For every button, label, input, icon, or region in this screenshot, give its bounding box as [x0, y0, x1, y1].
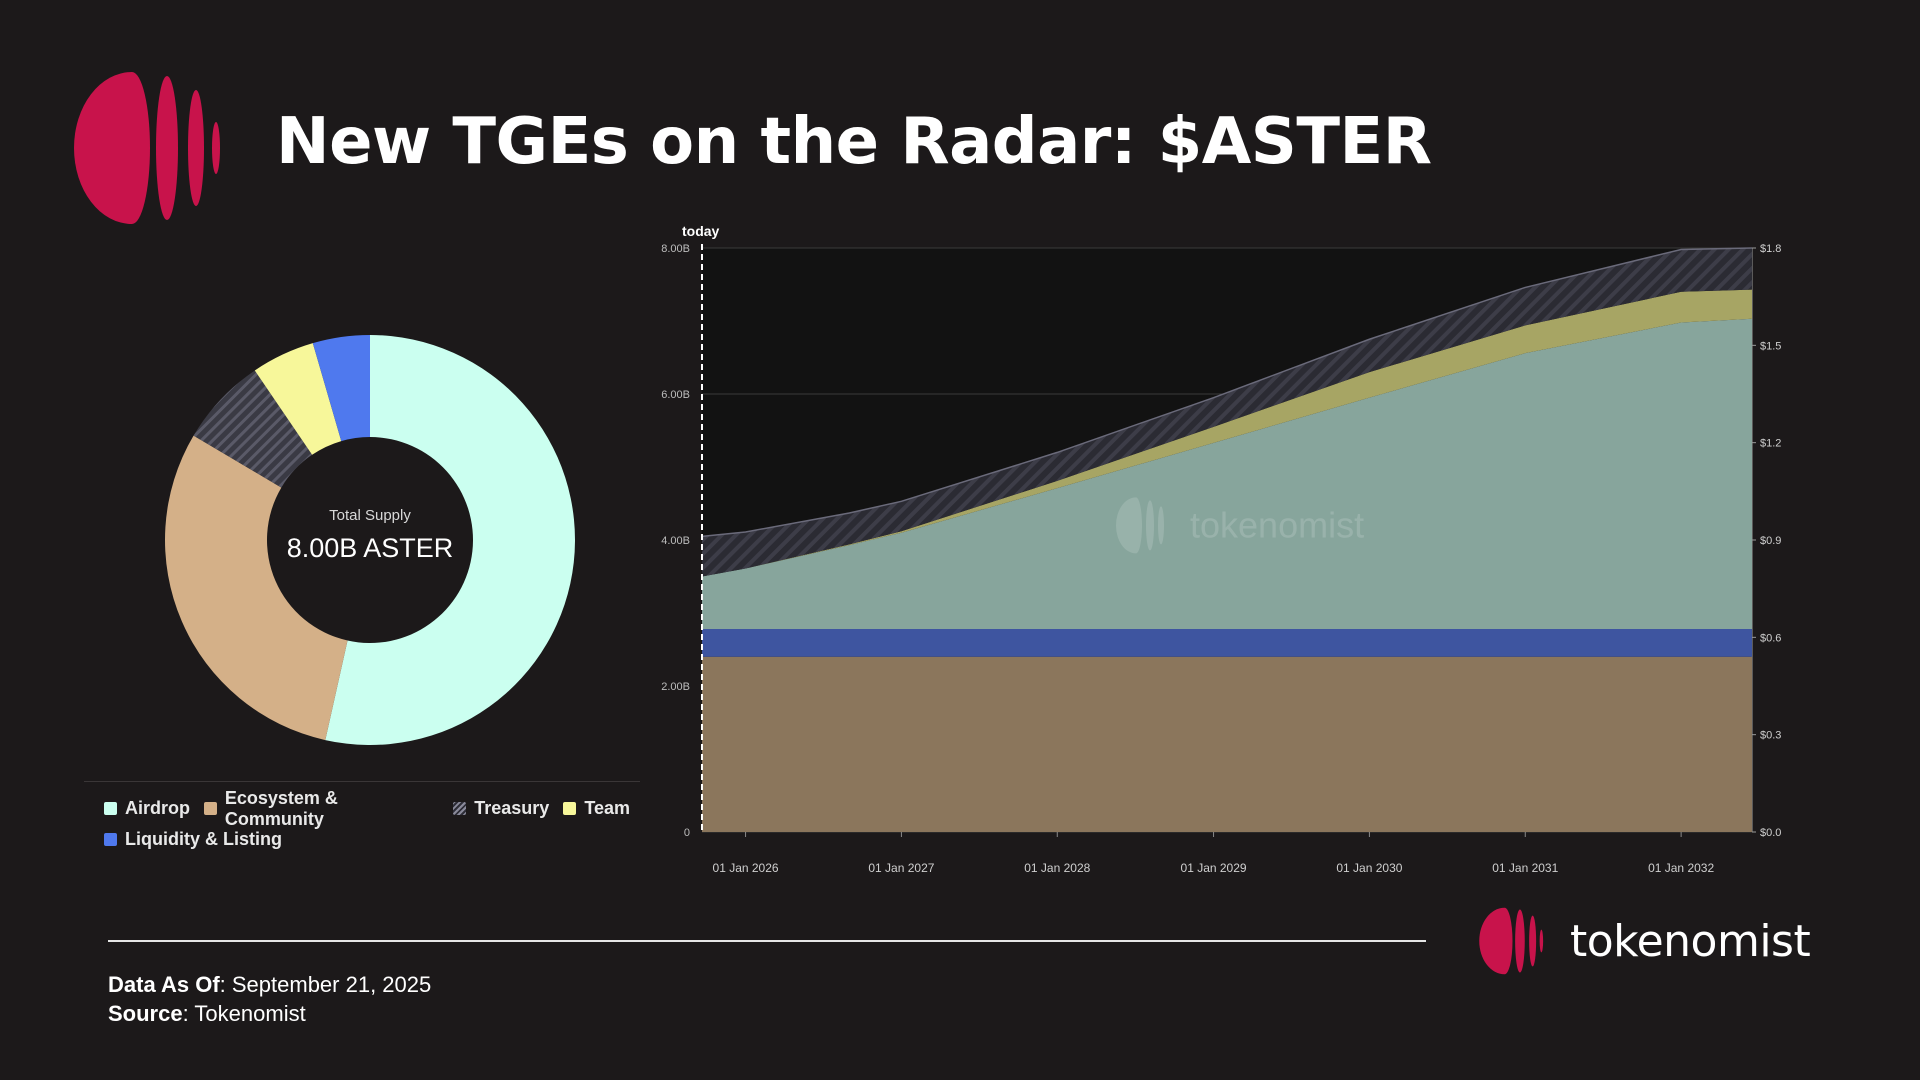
donut-center-value: 8.00B ASTER	[287, 533, 454, 563]
page-title: New TGEs on the Radar: $ASTER	[276, 105, 1432, 179]
area-series-liquidity[interactable]	[702, 629, 1752, 657]
chart-watermark: tokenomist	[1116, 497, 1364, 554]
watermark-text: tokenomist	[1190, 504, 1364, 545]
legend-label: Airdrop	[125, 798, 190, 818]
footer-divider	[108, 940, 1426, 942]
unlock-schedule-area-chart: 0 2.00B 4.00B 6.00B 8.00B $0.0 $0.3 $0.6 $0.9 $1.…	[661, 223, 1781, 875]
legend-swatch-liquidity	[104, 833, 117, 846]
allocation-legend: Airdrop Ecosystem & Community Treasury T…	[104, 788, 644, 855]
today-marker-label: today	[682, 223, 720, 239]
donut-slice-treasury[interactable]	[193, 370, 313, 488]
y2-tick-label: $1.5	[1760, 340, 1781, 352]
y-tick-label: 4.00B	[661, 535, 690, 547]
legend-item-ecosystem[interactable]: Ecosystem & Community	[204, 788, 439, 830]
area-series-treasury-edge	[701, 247, 1753, 538]
area-series-treasury[interactable]	[702, 248, 1752, 577]
x-tick-label: 01 Jan 2028	[1024, 861, 1090, 875]
x-tick-label: 01 Jan 2029	[1181, 861, 1247, 875]
y2-tick-label: $0.0	[1760, 827, 1781, 839]
data-as-of-label: Data As Of	[108, 972, 220, 997]
donut-center-label: Total Supply	[329, 507, 411, 524]
brand-mark-icon	[1479, 907, 1544, 975]
y2-tick-label: $1.2	[1760, 438, 1781, 450]
allocation-donut-chart: Total Supply 8.00B ASTER	[165, 335, 575, 745]
watermark-logo-icon	[1116, 497, 1142, 554]
y-tick-label: 8.00B	[661, 243, 690, 255]
y-tick-label: 6.00B	[661, 389, 690, 401]
source-line: Source: Tokenomist	[108, 999, 431, 1028]
legend-item-liquidity[interactable]: Liquidity & Listing	[104, 829, 282, 850]
legend-label: Liquidity & Listing	[125, 829, 282, 849]
watermark-logo-icon	[1146, 500, 1154, 551]
area-series-team[interactable]	[702, 289, 1752, 577]
x-tick-label: 01 Jan 2031	[1492, 861, 1558, 875]
watermark-logo-icon	[1158, 506, 1164, 545]
legend-label: Team	[584, 798, 630, 818]
area-series-ecosystem[interactable]	[702, 656, 1752, 832]
legend-swatch-airdrop	[104, 802, 117, 815]
x-tick-label: 01 Jan 2030	[1336, 861, 1402, 875]
source-label: Source	[108, 1001, 183, 1026]
y2-tick-label: $0.9	[1760, 535, 1781, 547]
donut-slice-airdrop[interactable]	[325, 335, 575, 745]
x-tick-label: 01 Jan 2032	[1648, 861, 1714, 875]
y2-tick-label: $1.8	[1760, 243, 1781, 255]
legend-swatch-ecosystem	[204, 802, 217, 815]
y2-tick-label: $0.6	[1760, 632, 1781, 644]
x-tick-label: 01 Jan 2026	[713, 861, 779, 875]
donut-slice-team[interactable]	[254, 343, 342, 455]
legend-swatch-treasury	[453, 802, 467, 815]
legend-label: Ecosystem & Community	[224, 787, 338, 829]
donut-slice-ecosystem[interactable]	[165, 435, 348, 741]
y-tick-label: 2.00B	[661, 681, 690, 693]
legend-swatch-team	[563, 802, 577, 815]
y-tick-label: 0	[684, 827, 690, 839]
brand-block: tokenomist	[1474, 906, 1811, 976]
area-series-airdrop[interactable]	[702, 318, 1752, 630]
footer-info: Data As Of: September 21, 2025 Source: T…	[108, 970, 431, 1028]
legend-item-team[interactable]: Team	[563, 798, 630, 819]
legend-item-treasury[interactable]: Treasury	[453, 798, 549, 819]
data-as-of-line: Data As Of: September 21, 2025	[108, 970, 431, 999]
brand-name: tokenomist	[1570, 915, 1811, 967]
x-tick-label: 01 Jan 2027	[868, 861, 934, 875]
legend-item-airdrop[interactable]: Airdrop	[104, 798, 190, 819]
y2-tick-label: $0.3	[1760, 730, 1781, 742]
source-value: : Tokenomist	[182, 1001, 306, 1026]
donut-slice-liquidity[interactable]	[312, 335, 370, 442]
legend-label: Treasury	[474, 798, 550, 818]
legend-divider	[84, 781, 640, 782]
data-as-of-value: : September 21, 2025	[219, 972, 432, 997]
brand-logo-icon	[74, 72, 220, 224]
